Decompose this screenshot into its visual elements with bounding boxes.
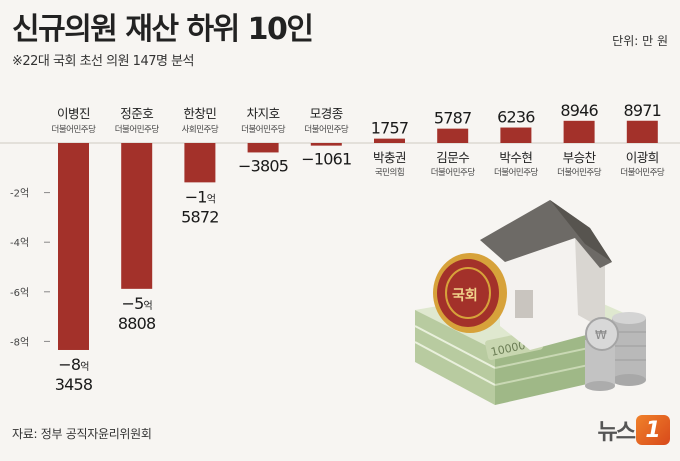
bar (500, 127, 532, 143)
bar-party-label: 더불어민주당 (52, 124, 97, 135)
bar-party-label: 더불어민주당 (557, 167, 602, 178)
bar-party-label: 더불어민주당 (620, 167, 665, 178)
bar-name-label: 박충권 (373, 150, 406, 165)
bar (626, 120, 658, 143)
source-note: 자료: 정부 공직자윤리위원회 (12, 427, 152, 441)
illustration-house-money: 10000 국회 ₩ (414, 200, 646, 405)
svg-text:₩: ₩ (595, 328, 607, 342)
bar-value-main: −1 (185, 187, 207, 206)
seal-label: 국회 (452, 288, 478, 304)
bar-name-label: 이병진 (57, 106, 90, 121)
bar-party-label: 더불어민주당 (431, 167, 476, 178)
unit-label: 단위: 만 원 (612, 34, 668, 48)
bar-value-unit: 억 (143, 300, 151, 312)
bar-value-rest: 5872 (181, 207, 219, 226)
bar (437, 128, 469, 143)
y-tick-label: -6억 (10, 287, 29, 299)
bar-value-rest: 8808 (118, 314, 156, 333)
bar-value-label: 8971 (624, 101, 662, 120)
bar-value-label: 1757 (371, 119, 409, 138)
bar-party-label: 더불어민주당 (494, 167, 539, 178)
bar-name-label: 정준호 (120, 106, 153, 121)
bar (310, 143, 342, 146)
coins-icon: ₩ (585, 312, 646, 391)
y-tick-label: -2억 (10, 188, 29, 200)
bars-group: 이병진더불어민주당−8억3458정준호더불어민주당−5억8808한창민사회민주당… (52, 101, 666, 394)
bar-value-label: −1061 (301, 150, 351, 169)
bar-value-label: 5787 (434, 109, 472, 128)
bar-value-label: 6236 (497, 108, 535, 127)
bar-party-label: 사회민주당 (182, 124, 219, 135)
bar (563, 120, 595, 143)
bar-value-main: −8 (58, 355, 81, 374)
bar-party-label: 더불어민주당 (304, 124, 349, 135)
national-assembly-seal-icon: 국회 (433, 253, 507, 333)
chart-title: 신규의원 재산 하위 10인 (12, 12, 314, 47)
y-tick-label: -8억 (10, 336, 29, 348)
y-axis-ticks: -2억 -4억 -6억 -8억 (10, 188, 50, 348)
bar-value-label: 8946 (560, 101, 598, 120)
logo-text: 뉴스 (597, 420, 637, 445)
bar-value-rest: 3458 (55, 375, 93, 394)
bar (121, 143, 153, 289)
bar-name-label: 차지호 (247, 106, 280, 121)
bar-value-label: −5억 (121, 294, 151, 313)
bar-party-label: 더불어민주당 (115, 124, 160, 135)
bar-party-label: 국민의힘 (375, 167, 404, 178)
chart-subtitle: ※22대 국회 초선 의원 147명 분석 (12, 54, 195, 69)
bar-value-main: −5 (121, 294, 143, 313)
logo-badge-icon: 1 (636, 415, 670, 445)
bar-value-unit: 억 (80, 361, 88, 373)
bar-name-label: 부승찬 (563, 150, 597, 165)
bar-name-label: 모경종 (310, 106, 343, 121)
bar (58, 143, 89, 350)
bar (374, 138, 405, 143)
news1-logo: 뉴스 1 (598, 414, 670, 446)
house-icon (480, 200, 612, 350)
bar (184, 143, 216, 183)
bar-name-label: 박수현 (499, 150, 532, 165)
bar-name-label: 이광희 (626, 150, 659, 165)
bar-value-label: −1억 (185, 187, 215, 206)
bar-value-label: −8억 (58, 355, 88, 374)
bar-value-unit: 억 (207, 193, 215, 205)
bar-value-label: −3805 (238, 156, 288, 175)
bar-party-label: 더불어민주당 (241, 124, 286, 135)
bar-name-label: 김문수 (436, 150, 469, 165)
bar-name-label: 한창민 (183, 106, 216, 121)
y-tick-label: -4억 (10, 237, 29, 249)
bar (247, 143, 279, 153)
